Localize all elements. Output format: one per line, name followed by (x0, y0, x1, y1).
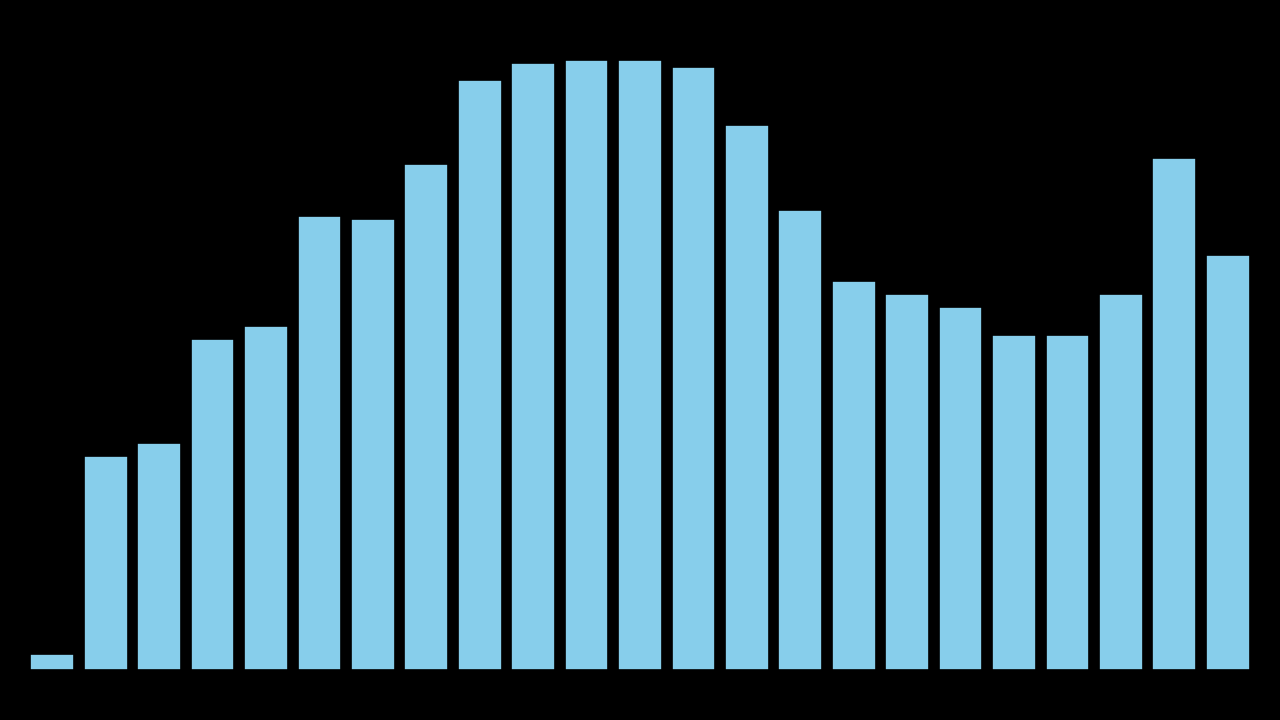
Bar (778, 210, 822, 670)
Bar (564, 60, 608, 670)
Bar (992, 336, 1036, 670)
Bar (244, 326, 288, 670)
Bar (297, 216, 342, 670)
Bar (458, 80, 502, 670)
Bar (137, 443, 180, 670)
Bar (832, 281, 876, 670)
Bar (404, 164, 448, 670)
Bar (724, 125, 769, 670)
Bar (938, 307, 983, 670)
Bar (672, 67, 716, 670)
Bar (618, 60, 662, 670)
Bar (1100, 294, 1143, 670)
Bar (83, 456, 128, 670)
Bar (191, 339, 234, 670)
Bar (1152, 158, 1197, 670)
Bar (1046, 336, 1089, 670)
Bar (31, 654, 74, 670)
Bar (1206, 255, 1249, 670)
Bar (511, 63, 556, 670)
Bar (351, 219, 394, 670)
Bar (886, 294, 929, 670)
